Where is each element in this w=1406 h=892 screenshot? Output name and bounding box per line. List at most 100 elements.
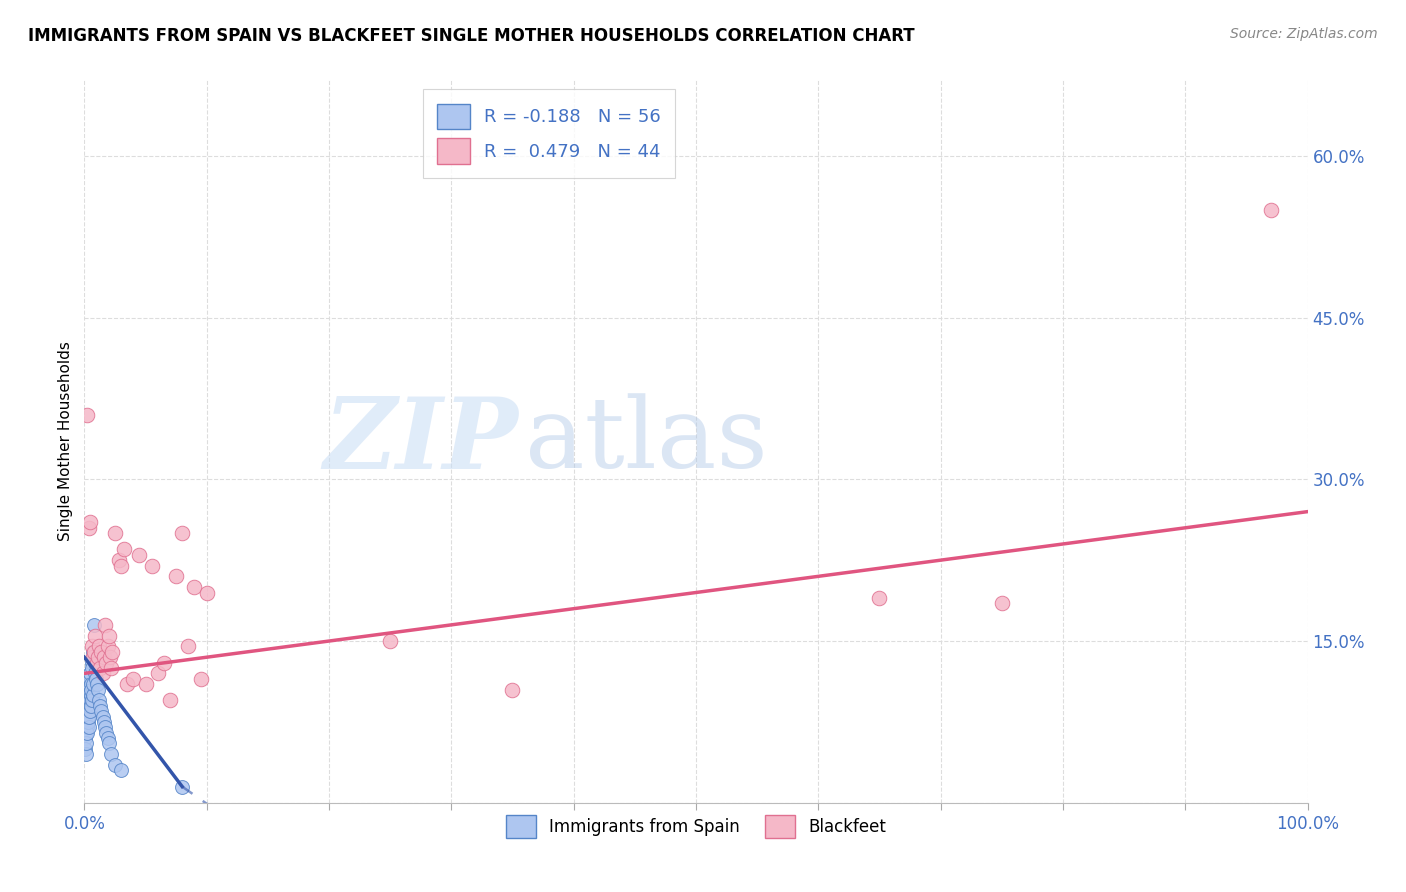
Point	[122, 672, 145, 686]
Point	[79, 516, 101, 530]
Point	[76, 725, 98, 739]
Point	[183, 580, 205, 594]
Point	[82, 677, 104, 691]
Point	[77, 709, 100, 723]
Point	[153, 656, 176, 670]
Point	[84, 672, 107, 686]
Point	[86, 677, 108, 691]
Point	[146, 666, 169, 681]
Point	[165, 569, 187, 583]
Point	[83, 656, 105, 670]
Point	[82, 645, 104, 659]
Point	[159, 693, 181, 707]
Point	[80, 677, 103, 691]
Point	[87, 682, 110, 697]
Point	[80, 698, 103, 713]
Point	[79, 704, 101, 718]
Point	[112, 542, 135, 557]
Point	[75, 742, 97, 756]
Point	[80, 682, 103, 697]
Point	[84, 666, 107, 681]
Point	[91, 709, 114, 723]
Point	[76, 720, 98, 734]
Point	[90, 704, 112, 718]
Point	[82, 650, 104, 665]
Point	[115, 677, 138, 691]
Point	[87, 693, 110, 707]
Point	[76, 709, 98, 723]
Point	[98, 650, 121, 665]
Point	[90, 645, 112, 659]
Point	[73, 731, 96, 745]
Point	[869, 591, 891, 605]
Point	[82, 688, 104, 702]
Point	[76, 693, 98, 707]
Point	[83, 618, 105, 632]
Point	[177, 640, 200, 654]
Point	[104, 526, 127, 541]
Point	[1260, 202, 1282, 217]
Point	[97, 640, 120, 654]
Point	[100, 747, 122, 762]
Point	[502, 682, 524, 697]
Point	[89, 698, 111, 713]
Point	[104, 758, 127, 772]
Point	[77, 698, 100, 713]
Point	[96, 725, 118, 739]
Point	[75, 737, 97, 751]
Point	[86, 656, 108, 670]
Point	[80, 693, 103, 707]
Text: atlas: atlas	[524, 393, 768, 490]
Point	[107, 553, 129, 567]
Point	[97, 737, 120, 751]
Point	[89, 661, 111, 675]
Point	[97, 731, 120, 745]
Point	[93, 714, 115, 729]
Point	[77, 521, 100, 535]
Point	[75, 725, 97, 739]
Point	[172, 780, 194, 794]
Point	[77, 714, 100, 729]
Point	[83, 645, 105, 659]
Point	[110, 764, 132, 778]
Point	[87, 650, 110, 665]
Point	[100, 661, 122, 675]
Point	[93, 650, 115, 665]
Point	[96, 656, 118, 670]
Text: Source: ZipAtlas.com: Source: ZipAtlas.com	[1230, 27, 1378, 41]
Point	[110, 558, 132, 573]
Point	[128, 548, 150, 562]
Point	[76, 408, 98, 422]
Point	[135, 677, 157, 691]
Point	[380, 634, 402, 648]
Point	[87, 640, 110, 654]
Point	[86, 656, 108, 670]
Point	[77, 693, 100, 707]
Y-axis label: Single Mother Households: Single Mother Households	[58, 342, 73, 541]
Point	[141, 558, 163, 573]
Point	[80, 640, 103, 654]
Legend: Immigrants from Spain, Blackfeet: Immigrants from Spain, Blackfeet	[499, 808, 893, 845]
Point	[82, 661, 104, 675]
Point	[97, 629, 120, 643]
Point	[75, 714, 97, 729]
Point	[79, 672, 101, 686]
Point	[77, 677, 100, 691]
Point	[80, 656, 103, 670]
Point	[79, 698, 101, 713]
Point	[77, 688, 100, 702]
Text: IMMIGRANTS FROM SPAIN VS BLACKFEET SINGLE MOTHER HOUSEHOLDS CORRELATION CHART: IMMIGRANTS FROM SPAIN VS BLACKFEET SINGL…	[28, 27, 915, 45]
Text: ZIP: ZIP	[323, 393, 519, 490]
Point	[101, 645, 124, 659]
Point	[84, 629, 107, 643]
Point	[77, 709, 100, 723]
Point	[83, 650, 105, 665]
Point	[75, 747, 97, 762]
Point	[76, 682, 98, 697]
Point	[190, 672, 212, 686]
Point	[79, 666, 101, 681]
Point	[94, 720, 117, 734]
Point	[172, 526, 194, 541]
Point	[77, 720, 100, 734]
Point	[76, 704, 98, 718]
